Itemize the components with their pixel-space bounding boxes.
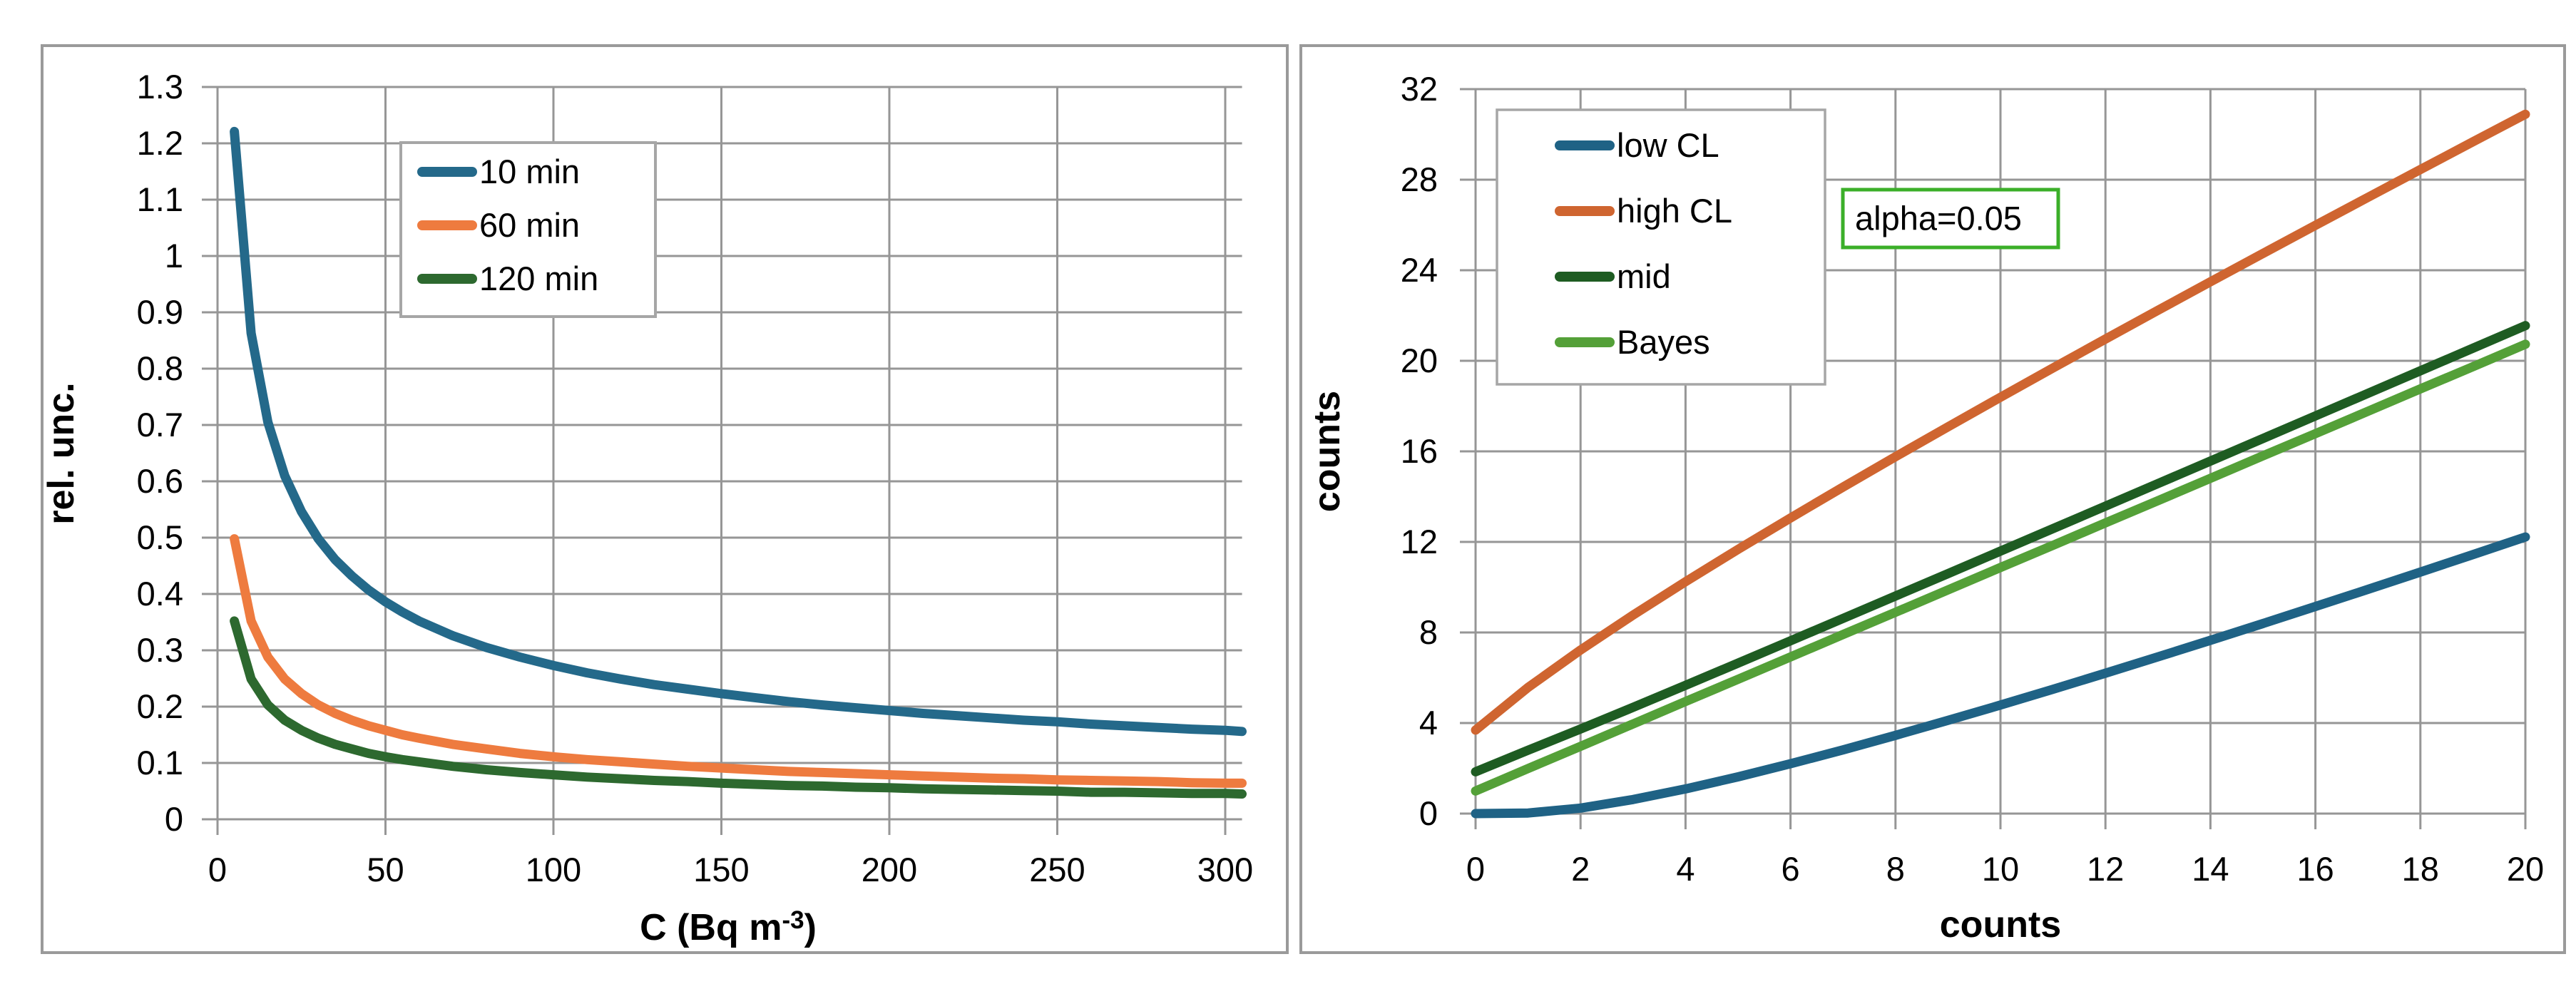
y-tick-label: 20 (1401, 342, 1438, 379)
x-tick-label: 0 (1466, 850, 1485, 888)
alpha-annotation-box (1841, 188, 2060, 250)
y-tick-label: 0.1 (137, 744, 183, 781)
series-line-120-min (230, 616, 1247, 799)
legend-label: mid (1617, 257, 1671, 295)
legend-label: 10 min (479, 153, 580, 190)
x-tick-label: 4 (1676, 850, 1695, 888)
series-line-bayes (1471, 339, 2530, 796)
y-tick-label: 0.9 (137, 293, 183, 331)
chart-panel-right: 0 4 8 12 16 20 24 28 32 0 2 4 6 8 10 12 14 16 18 20 low CL hi… (1299, 44, 2566, 954)
y-tick-label: 0.3 (137, 631, 183, 669)
x-axis-title: counts (1940, 904, 2061, 945)
legend-item-10-min: 10 min (417, 153, 580, 190)
alpha-annotation: alpha=0.05 (1841, 188, 2060, 250)
x-tick-label: 300 (1197, 851, 1253, 888)
legend-box (1496, 108, 1826, 386)
legend-item-120-min: 120 min (417, 260, 598, 297)
x-tick-label: 200 (862, 851, 917, 888)
y-tick-label: 0.8 (137, 349, 183, 387)
y-tick-label: 1.2 (137, 124, 183, 162)
y-tick-label: 0.6 (137, 462, 183, 500)
legend-label: low CL (1617, 126, 1719, 164)
legend: 10 min 60 min 120 min (399, 141, 657, 318)
x-tick-label: 100 (526, 851, 581, 888)
legend-item-60-min: 60 min (417, 206, 580, 244)
x-tick-label: 16 (2296, 850, 2334, 888)
y-axis-title: rel. unc. (44, 382, 82, 524)
x-tick-label: 6 (1782, 850, 1800, 888)
axes (1460, 88, 2527, 829)
series-lines (230, 126, 1247, 799)
left-chart-svg: 0 0.1 0.2 0.3 0.4 0.5 0.6 0.7 0.8 0.9 1 1.1 1.2 1.3 0 5… (44, 68, 1254, 948)
legend: low CL high CL mid Bayes (1496, 108, 1826, 386)
x-tick-label: 12 (2087, 850, 2124, 888)
series-line-low-cl (1471, 532, 2530, 819)
legend-item-bayes: Bayes (1555, 323, 1710, 361)
y-tick-label: 0.7 (137, 406, 183, 444)
y-tick-label: 1.1 (137, 180, 183, 218)
x-tick-label: 18 (2402, 850, 2439, 888)
x-axis-title: C (Bq m-3) (640, 906, 817, 948)
y-tick-label: 0.5 (137, 518, 183, 556)
series-line-60-min (230, 534, 1247, 788)
series-line-high-cl (1471, 109, 2530, 735)
y-tick-label: 12 (1401, 523, 1438, 560)
tick-labels: 0 0.1 0.2 0.3 0.4 0.5 0.6 0.7 0.8 0.9 1 1.1 1.2 1.3 0 5… (137, 68, 1254, 888)
legend-item-high-cl: high CL (1555, 192, 1732, 230)
y-tick-label: 0.4 (137, 575, 183, 613)
legend-label: high CL (1617, 192, 1732, 230)
y-tick-label: 1.3 (137, 68, 183, 106)
legend-label: Bayes (1617, 323, 1710, 361)
x-tick-label: 14 (2192, 850, 2229, 888)
chart-panel-left: 0 0.1 0.2 0.3 0.4 0.5 0.6 0.7 0.8 0.9 1 1.1 1.2 1.3 0 5… (41, 44, 1289, 954)
x-tick-label: 2 (1571, 850, 1590, 888)
series-line-10-min (230, 126, 1247, 737)
y-tick-label: 0 (165, 800, 183, 838)
y-tick-label: 0.2 (137, 687, 183, 725)
series-lines (1471, 109, 2530, 819)
y-axis-title: counts (1307, 391, 1348, 512)
y-tick-label: 8 (1419, 613, 1438, 651)
y-tick-label: 28 (1401, 160, 1438, 198)
gridlines (218, 86, 1242, 819)
y-tick-label: 4 (1419, 704, 1438, 742)
axes (202, 86, 1242, 835)
y-tick-label: 1 (165, 237, 183, 275)
x-tick-label: 8 (1886, 850, 1905, 888)
x-tick-label: 50 (367, 851, 404, 888)
y-tick-label: 24 (1401, 251, 1438, 289)
x-tick-label: 0 (208, 851, 227, 888)
series-line-mid (1471, 321, 2530, 777)
y-tick-label: 0 (1419, 794, 1438, 832)
alpha-annotation-text: alpha=0.05 (1855, 200, 2022, 237)
legend-item-mid: mid (1555, 257, 1671, 295)
legend-label: 120 min (479, 260, 598, 297)
y-tick-label: 16 (1401, 432, 1438, 470)
y-tick-label: 32 (1401, 70, 1438, 108)
legend-label: 60 min (479, 206, 580, 244)
x-tick-label: 250 (1029, 851, 1085, 888)
x-tick-label: 20 (2507, 850, 2544, 888)
legend-item-low-cl: low CL (1555, 126, 1719, 164)
x-tick-label: 150 (693, 851, 749, 888)
x-tick-label: 10 (1982, 850, 2019, 888)
